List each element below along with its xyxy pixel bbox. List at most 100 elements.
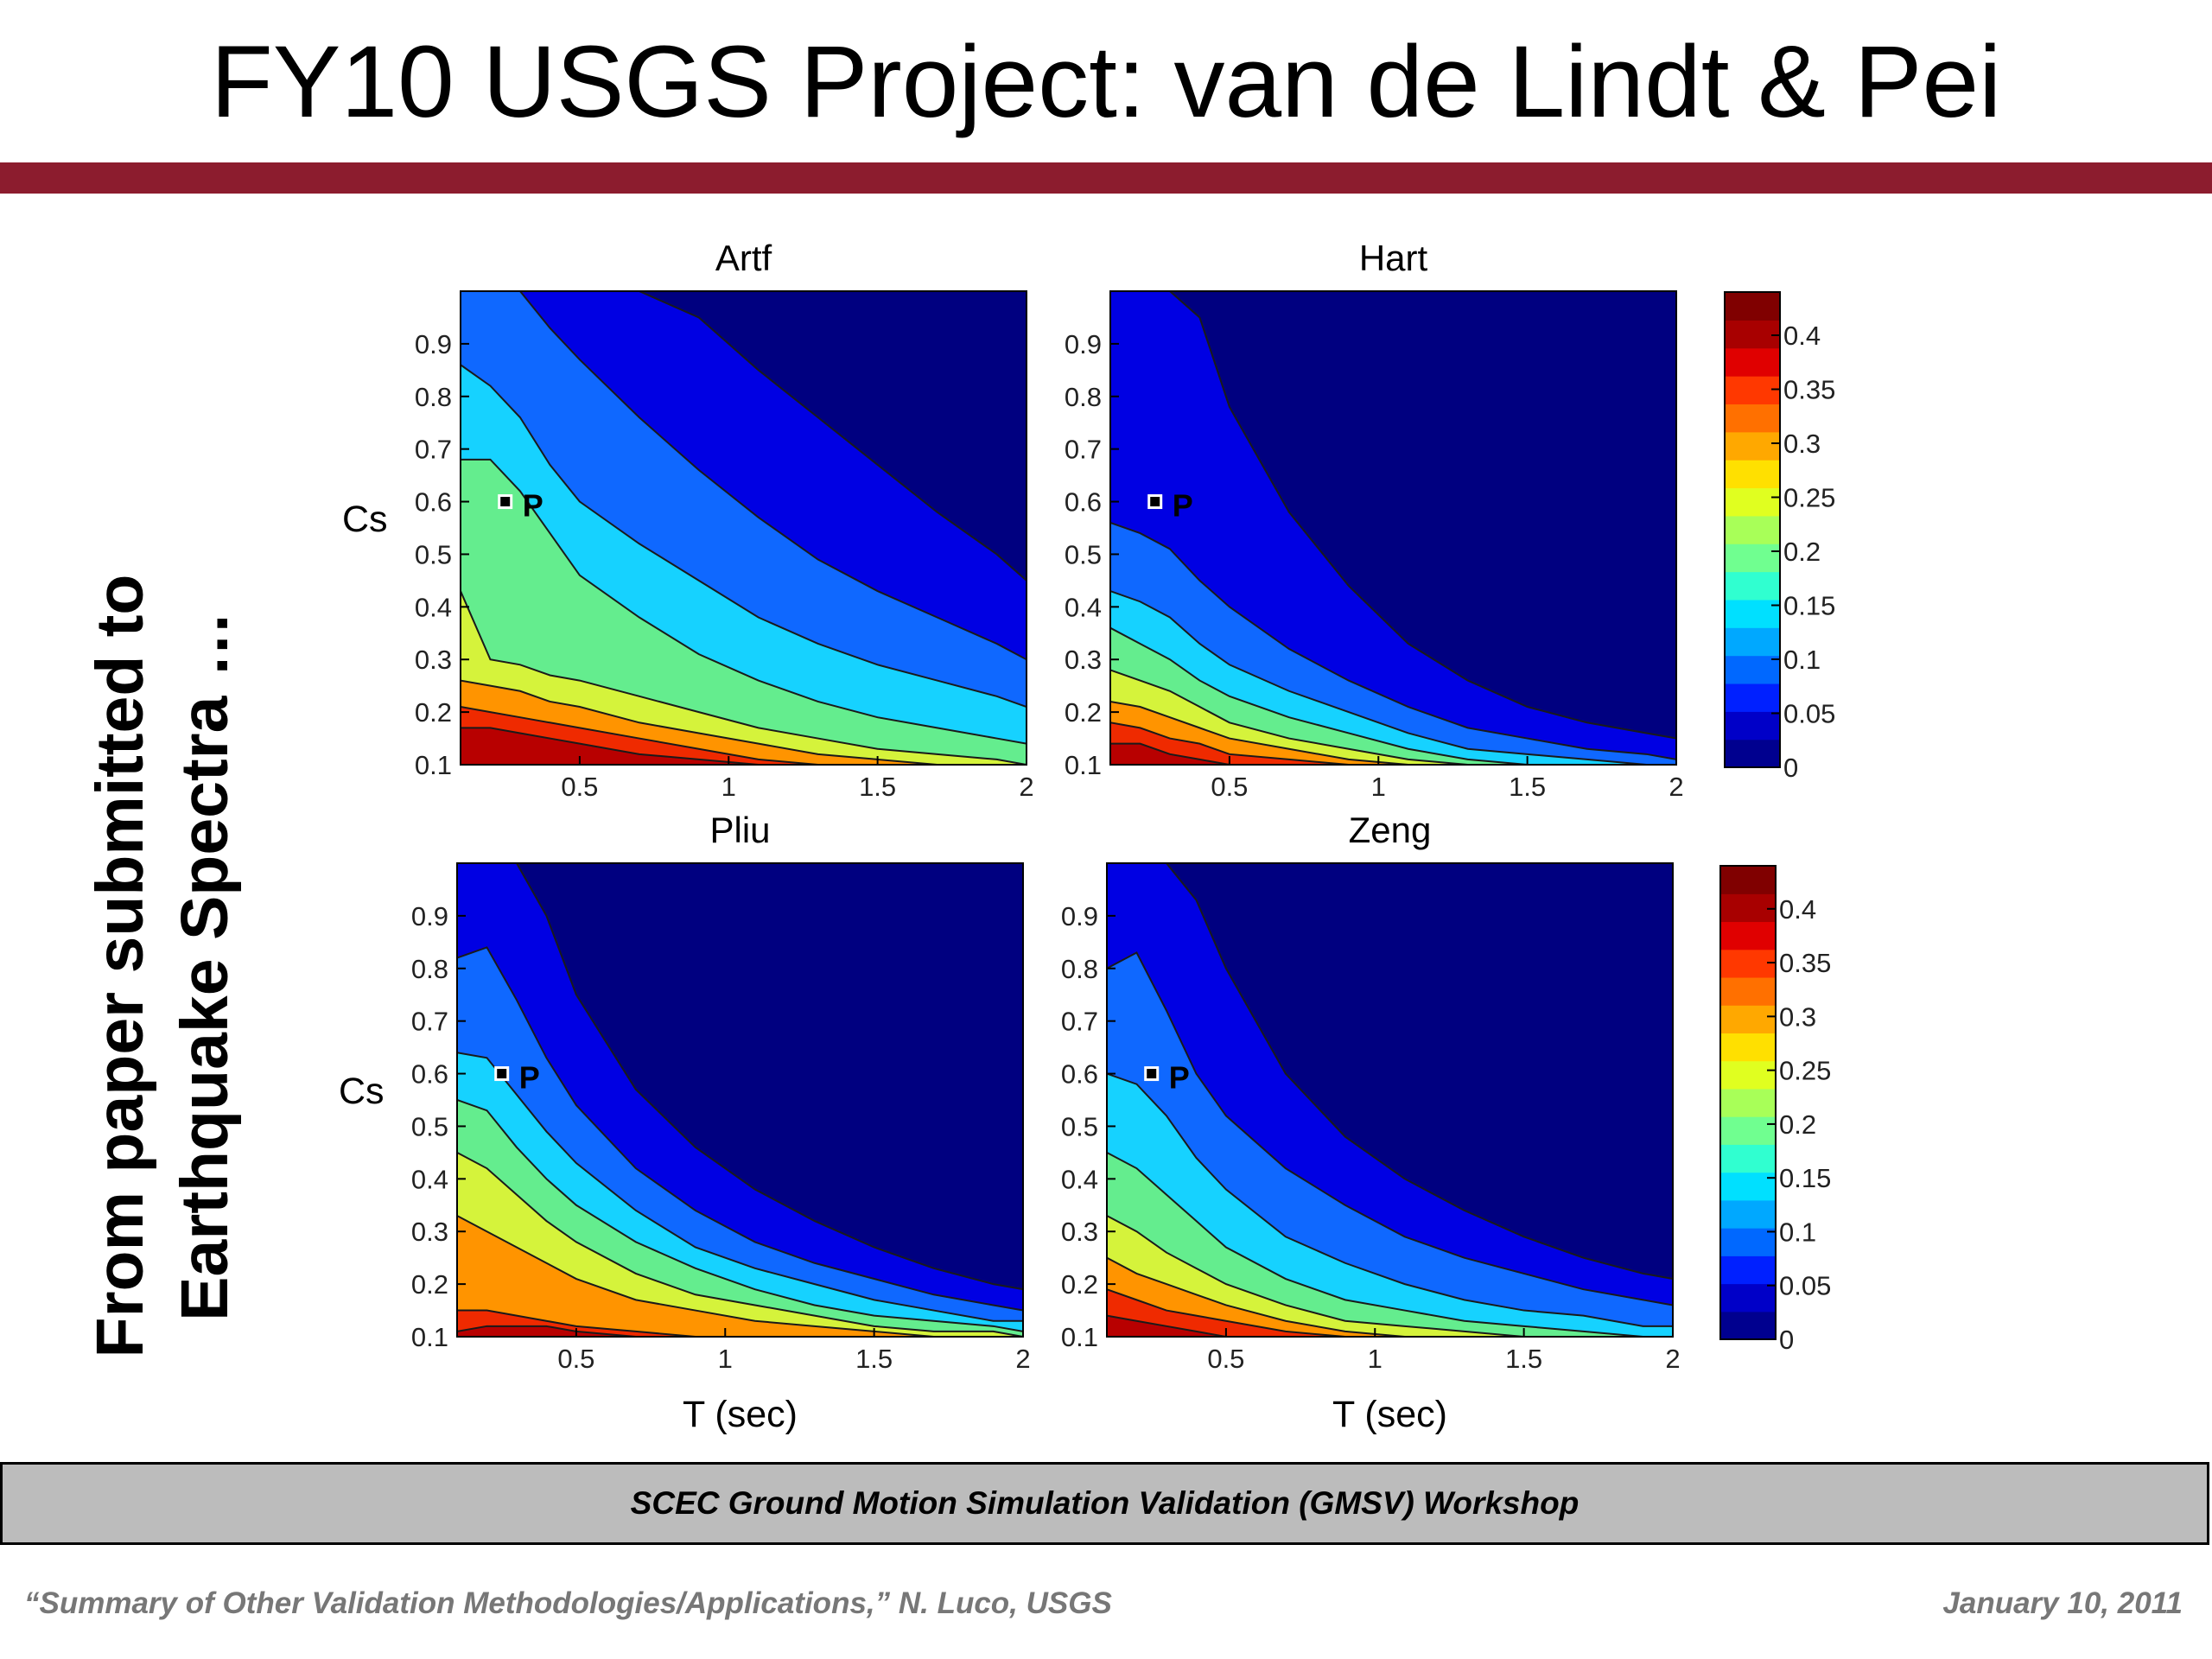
colorbar-segment bbox=[1725, 347, 1780, 377]
colorbar-segment bbox=[1720, 1172, 1776, 1201]
contour-line bbox=[457, 1099, 1023, 1332]
contour-line bbox=[457, 863, 1023, 1291]
colorbar-segment bbox=[1720, 1228, 1776, 1256]
x-tick-label: 1.5 bbox=[859, 772, 896, 802]
x-tick-label: 2 bbox=[1665, 1344, 1680, 1374]
colorbar-segment bbox=[1720, 1144, 1776, 1173]
x-tick-label: 1.5 bbox=[855, 1344, 893, 1374]
y-tick-label: 0.8 bbox=[411, 954, 448, 984]
colorbar-tick-label: 0.3 bbox=[1783, 429, 1821, 459]
colorbar-segment bbox=[1720, 921, 1776, 950]
contour-line bbox=[461, 727, 1027, 765]
contour-line bbox=[457, 946, 1023, 1312]
marker-point bbox=[1147, 494, 1163, 510]
marker-point bbox=[498, 494, 513, 510]
colorbar-tick-label: 0.15 bbox=[1783, 591, 1835, 621]
y-tick-label: 0.6 bbox=[411, 1059, 448, 1090]
x-tick-label: 1 bbox=[1371, 772, 1386, 802]
colorbar-segment bbox=[1725, 460, 1780, 489]
contour-panel-artf: Artf 0.1 0.2 0.3 0.4 0.5 0.6 0.7 0.8 0.9 0.5 1 1.5 2 C… bbox=[342, 238, 1034, 802]
y-tick-label: 0.1 bbox=[1065, 750, 1102, 780]
y-tick-label: 0.8 bbox=[1061, 954, 1098, 984]
colorbar-tick-label: 0.05 bbox=[1783, 699, 1835, 729]
marker-label: P bbox=[519, 1060, 540, 1096]
y-tick-label: 0.7 bbox=[411, 1007, 448, 1037]
contour-line bbox=[457, 1152, 1023, 1337]
slide-title: FY10 USGS Project: van de Lindt & Pei bbox=[210, 25, 2002, 139]
contour-panel-hart: Hart 0.1 0.2 0.3 0.4 0.5 0.6 0.7 0.8 0.9 0.5 1 1.5 2 P bbox=[1065, 238, 1684, 802]
colorbar-tick-label: 0.1 bbox=[1783, 645, 1821, 675]
y-tick-label: 0.5 bbox=[411, 1111, 448, 1141]
colorbar-tick-label: 0.4 bbox=[1779, 894, 1816, 925]
contour-line bbox=[1107, 1152, 1673, 1337]
colorbar-segment bbox=[1725, 599, 1780, 628]
colorbar-segment bbox=[1720, 1116, 1776, 1145]
contour-line bbox=[1110, 742, 1676, 765]
colorbar-tick-label: 0.15 bbox=[1779, 1163, 1831, 1193]
x-tick-label: 1 bbox=[1368, 1344, 1382, 1374]
y-tick-label: 0.8 bbox=[1065, 382, 1102, 412]
y-tick-label: 0.6 bbox=[1061, 1059, 1098, 1090]
y-tick-label: 0.6 bbox=[415, 487, 452, 518]
colorbar-segment bbox=[1720, 1005, 1776, 1034]
y-tick-label: 0.9 bbox=[1065, 329, 1102, 359]
colorbar-segment bbox=[1720, 949, 1776, 978]
y-tick-label: 0.2 bbox=[1065, 697, 1102, 728]
y-tick-label: 0.4 bbox=[1061, 1164, 1098, 1194]
contour-line bbox=[457, 1215, 1023, 1337]
marker-point bbox=[1144, 1066, 1160, 1082]
y-tick-label: 0.5 bbox=[1065, 539, 1102, 569]
contour-line bbox=[457, 1309, 1023, 1337]
y-tick-label: 0.4 bbox=[415, 592, 452, 622]
colorbar-segment bbox=[1720, 866, 1776, 894]
colorbar-segment bbox=[1720, 1033, 1776, 1062]
contour-line bbox=[457, 1052, 1023, 1322]
y-tick-label: 0.1 bbox=[411, 1322, 448, 1352]
x-tick-label: 2 bbox=[1019, 772, 1033, 802]
x-tick-label: 0.5 bbox=[561, 772, 598, 802]
colorbar-segment bbox=[1720, 1311, 1776, 1340]
colorbar: 0 0.05 0.1 0.15 0.2 0.25 0.3 0.35 0.4 bbox=[1724, 291, 1835, 783]
colorbar-segment bbox=[1725, 320, 1780, 349]
y-axis-label: Cs bbox=[339, 1071, 385, 1112]
colorbar-tick-label: 0.3 bbox=[1779, 1001, 1816, 1032]
x-tick-label: 0.5 bbox=[1207, 1344, 1244, 1374]
contour-line bbox=[461, 291, 1027, 661]
contour-bands bbox=[457, 863, 1023, 1337]
y-tick-label: 0.9 bbox=[415, 329, 452, 359]
y-tick-label: 0.2 bbox=[415, 697, 452, 728]
contour-panel-zeng: Zeng 0.1 0.2 0.3 0.4 0.5 0.6 0.7 0.8 0.9 0.5 1 1.5 2 T… bbox=[1061, 810, 1681, 1435]
contour-line bbox=[1110, 626, 1676, 765]
x-tick-label: 1 bbox=[721, 772, 736, 802]
panel-title: Pliu bbox=[709, 810, 770, 850]
contour-line bbox=[1110, 669, 1676, 765]
colorbar-tick-label: 0.4 bbox=[1783, 321, 1821, 351]
contour-line bbox=[1107, 1314, 1673, 1337]
colorbar-segment bbox=[1725, 655, 1780, 684]
colorbar-tick-label: 0.2 bbox=[1779, 1109, 1816, 1140]
marker-label: P bbox=[1169, 1060, 1190, 1096]
colorbar-tick-label: 0 bbox=[1779, 1325, 1794, 1355]
y-tick-label: 0.9 bbox=[1061, 901, 1098, 931]
colorbar-segment bbox=[1720, 1255, 1776, 1285]
colorbar-tick-label: 0.25 bbox=[1783, 483, 1835, 513]
contour-line bbox=[461, 364, 1027, 708]
workshop-banner: SCEC Ground Motion Simulation Validation… bbox=[0, 1462, 2209, 1545]
y-tick-label: 0.3 bbox=[411, 1217, 448, 1247]
plot-frame bbox=[460, 290, 1027, 766]
x-tick-label: 1.5 bbox=[1505, 1344, 1542, 1374]
colorbar-tick-label: 0 bbox=[1783, 753, 1798, 783]
contour-line bbox=[1107, 1215, 1673, 1337]
x-axis-label: T (sec) bbox=[683, 1394, 798, 1435]
plot-frame bbox=[456, 862, 1024, 1338]
y-tick-label: 0.1 bbox=[1061, 1322, 1098, 1352]
contour-line bbox=[1110, 291, 1676, 740]
contour-line bbox=[461, 706, 1027, 765]
footer-date: January 10, 2011 bbox=[1942, 1586, 2183, 1620]
y-tick-label: 0.2 bbox=[411, 1269, 448, 1300]
colorbar-frame bbox=[1719, 865, 1777, 1340]
y-tick-label: 0.6 bbox=[1065, 487, 1102, 518]
contour-line bbox=[457, 1325, 1023, 1337]
colorbar-segment bbox=[1720, 1060, 1776, 1090]
y-tick-label: 0.9 bbox=[411, 901, 448, 931]
